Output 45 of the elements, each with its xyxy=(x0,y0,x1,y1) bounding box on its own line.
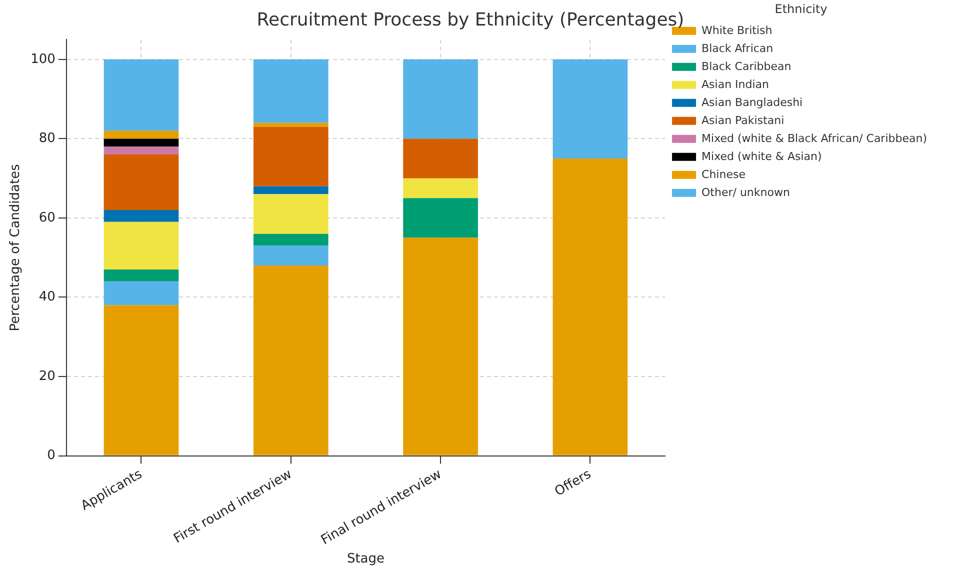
bar xyxy=(104,130,179,139)
legend-label: Asian Pakistani xyxy=(702,114,784,127)
bar xyxy=(253,266,328,456)
chart-title: Recruitment Process by Ethnicity (Percentages) xyxy=(256,9,684,30)
bar xyxy=(403,198,478,238)
y-tick-label: 60 xyxy=(38,210,56,226)
bar xyxy=(253,194,328,234)
legend-label: Mixed (white & Asian) xyxy=(702,150,822,163)
legend-label: Chinese xyxy=(702,168,746,181)
legend-label: Asian Indian xyxy=(702,78,770,91)
bar xyxy=(104,210,179,222)
bar xyxy=(253,126,328,186)
bar xyxy=(403,138,478,178)
bar xyxy=(253,59,328,123)
bar xyxy=(552,59,628,159)
bar xyxy=(104,269,179,282)
legend-label: Asian Bangladeshi xyxy=(702,96,803,109)
legend-label: Black African xyxy=(702,42,774,55)
bar xyxy=(104,59,179,131)
bar xyxy=(253,246,328,266)
bar xyxy=(104,222,179,270)
legend-label: Black Caribbean xyxy=(702,60,792,73)
bar xyxy=(253,234,328,246)
bar xyxy=(104,154,179,210)
bar xyxy=(552,158,628,456)
bar xyxy=(403,178,478,198)
bar xyxy=(253,122,328,127)
bar xyxy=(403,59,478,139)
bar xyxy=(403,238,478,456)
y-tick-label: 40 xyxy=(38,290,56,305)
y-tick-label: 0 xyxy=(47,448,56,464)
legend-label: Other/ unknown xyxy=(702,186,790,199)
y-tick-label: 80 xyxy=(38,131,56,146)
x-axis-title: Stage xyxy=(346,552,385,567)
bar xyxy=(104,138,179,147)
bar xyxy=(104,281,179,306)
bar xyxy=(104,305,179,456)
legend-title: Ethnicity xyxy=(774,2,828,16)
legend-label: White British xyxy=(702,24,772,37)
legend-label: Mixed (white & Black African/ Caribbean) xyxy=(702,132,928,145)
bar xyxy=(253,186,328,194)
y-tick-label: 20 xyxy=(38,368,56,384)
y-tick-label: 100 xyxy=(30,52,56,67)
y-axis-title: Percentage of Candidates xyxy=(8,164,24,332)
bar xyxy=(104,146,179,155)
